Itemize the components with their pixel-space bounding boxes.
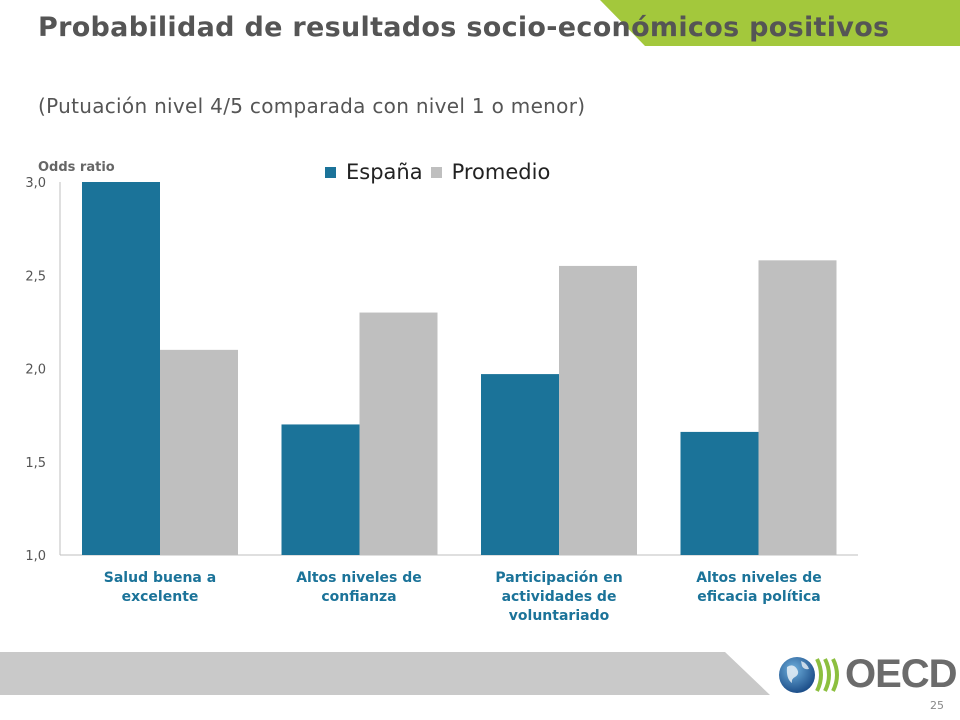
y-axis-label: Odds ratio — [38, 160, 115, 175]
page-number: 25 — [930, 699, 944, 712]
bar-promedio-0 — [160, 349, 238, 555]
category-label-confianza: Altos niveles de confianza — [296, 570, 422, 605]
bar-promedio-3 — [758, 260, 837, 555]
y-tick-label: 2,5 — [25, 269, 46, 284]
legend-swatch-espana — [325, 166, 336, 178]
category-label-eficacia: Altos niveles de eficacia política — [696, 570, 822, 605]
header-accent-banner — [600, 0, 960, 46]
legend-item-promedio: Promedio — [430, 160, 551, 184]
bar-espana-2 — [481, 374, 559, 555]
y-tick-label: 2,0 — [25, 363, 46, 378]
chart-legend: España Promedio — [325, 160, 558, 184]
legend-label-espana: España — [346, 160, 423, 184]
bar-espana-1 — [281, 424, 360, 555]
bar-espana-3 — [680, 431, 759, 555]
oecd-logo: OECD — [775, 651, 958, 697]
page-subtitle: (Putuación nivel 4/5 comparada con nivel… — [38, 94, 586, 118]
legend-label-promedio: Promedio — [451, 160, 551, 184]
y-tick-label: 1,5 — [25, 456, 46, 471]
y-tick-label: 3,0 — [25, 176, 46, 191]
y-tick-label: 1,0 — [25, 549, 46, 564]
bar-chart: 1,0 1,5 2,0 2,5 3,0 — [25, 176, 858, 564]
legend-item-espana: España — [325, 160, 423, 184]
page-title: Probabilidad de resultados socio-económi… — [38, 12, 890, 43]
bar-promedio-2 — [559, 265, 637, 555]
logo-text: OECD — [845, 651, 958, 696]
legend-swatch-promedio — [430, 166, 442, 178]
bar-espana-0 — [82, 182, 160, 555]
bar-promedio-1 — [359, 312, 438, 555]
footer-bar — [0, 652, 770, 695]
globe-icon — [779, 657, 839, 693]
category-label-voluntariado: Participación en actividades de voluntar… — [495, 570, 623, 624]
category-label-salud: Salud buena a excelente — [103, 570, 217, 605]
